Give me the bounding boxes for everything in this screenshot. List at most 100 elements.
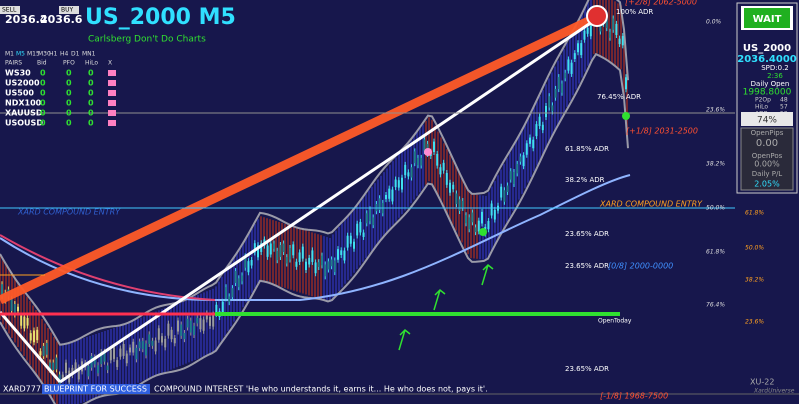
- candle-body: [170, 329, 173, 340]
- candle-body: [404, 164, 407, 176]
- stat-label: P2Op: [755, 97, 771, 104]
- table-cell: 0: [88, 89, 94, 98]
- candle-body: [343, 250, 346, 261]
- fib-label: 0.0%: [706, 19, 722, 26]
- candle-body: [138, 341, 141, 349]
- candle-body: [119, 348, 122, 357]
- percent-box: [741, 112, 793, 126]
- candle-body: [385, 194, 387, 200]
- stat-value: 48: [780, 97, 788, 104]
- candle-body: [500, 186, 503, 198]
- candle-body: [1, 284, 3, 297]
- fib-label: 50.0%: [706, 205, 725, 212]
- candle-body: [580, 43, 583, 56]
- table-header: PAIRS: [5, 60, 22, 67]
- candle-body: [330, 259, 333, 267]
- sell-button[interactable]: [0, 6, 20, 14]
- candle-body: [225, 287, 227, 299]
- candle-body: [209, 317, 211, 326]
- candle-body: [186, 318, 189, 328]
- buy-label: BUY: [61, 7, 74, 14]
- candle-body: [279, 245, 282, 257]
- bid-price: 2036.4: [5, 13, 48, 26]
- slogan: BLUEPRINT FOR SUCCESS: [44, 385, 147, 394]
- symbol: US_2000: [743, 43, 791, 54]
- candle-body: [52, 362, 55, 371]
- adr-label: 23.65% ADR: [565, 262, 609, 270]
- murrey-label: [-1/8] 1968-7500: [600, 392, 668, 401]
- candle-body: [378, 198, 381, 211]
- candle-body: [599, 22, 602, 32]
- candle-body: [282, 243, 285, 253]
- candle-body: [253, 243, 256, 253]
- candle-body: [298, 252, 301, 262]
- candle-body: [228, 296, 231, 303]
- candle-body: [513, 171, 515, 184]
- candle-body: [215, 304, 218, 314]
- candle-body: [135, 347, 138, 360]
- quote: COMPOUND INTEREST 'He who understands it…: [154, 385, 488, 394]
- table-header: Bid: [37, 60, 47, 67]
- candle-body: [612, 18, 615, 30]
- fib-label: 61.8%: [745, 210, 764, 217]
- candle-body: [45, 342, 48, 355]
- trend-orange: [0, 13, 597, 305]
- candle-body: [609, 31, 611, 38]
- fib-label: 50.0%: [745, 245, 764, 252]
- daily-open-label: Daily Open: [751, 80, 790, 88]
- candle-body: [305, 261, 307, 271]
- candle-body: [55, 357, 58, 370]
- table-cell: 0: [40, 109, 46, 118]
- table-cell: 0: [40, 69, 46, 78]
- channel-upper: [0, 0, 629, 346]
- open-pos-label: OpenPos: [752, 152, 783, 160]
- candle-body: [237, 278, 240, 288]
- candle-body: [532, 139, 535, 149]
- timeframe-tab: M15: [27, 51, 40, 58]
- signal-inner: [744, 8, 790, 28]
- candle-body: [145, 343, 147, 356]
- timer: 2:36: [767, 72, 783, 80]
- candle-body: [625, 77, 627, 90]
- candle-body: [10, 299, 13, 311]
- candle-body: [231, 288, 234, 298]
- buy-button[interactable]: [59, 6, 79, 14]
- pair-status: [108, 70, 116, 76]
- adr-label: 61.85% ADR: [565, 145, 609, 153]
- candle-body: [487, 221, 490, 230]
- candle-body: [541, 124, 544, 131]
- brand: XARD777: [3, 385, 41, 394]
- pair-name: NDX100: [5, 99, 42, 108]
- table-cell: 0: [88, 119, 94, 128]
- candle-body: [193, 325, 195, 335]
- pivot-dot: [424, 148, 432, 156]
- candle-body: [285, 257, 288, 264]
- candle-body: [61, 374, 64, 379]
- arrow: [433, 288, 446, 311]
- timeframe-tab: MN1: [82, 51, 96, 58]
- candle-body: [605, 19, 608, 29]
- candle-body: [183, 332, 186, 340]
- candle-body: [132, 341, 135, 353]
- candle-body: [564, 72, 567, 79]
- candle-body: [577, 43, 579, 53]
- arrow: [481, 263, 494, 286]
- open-pips: 0.00: [756, 138, 778, 149]
- candle-body: [241, 275, 243, 282]
- timeframe-tab: M5: [16, 51, 25, 58]
- entry-label: XARD COMPOUND ENTRY: [17, 208, 121, 217]
- slogan-bg: [42, 384, 150, 394]
- candle-body: [503, 190, 506, 202]
- signal: WAIT: [753, 14, 782, 25]
- candle-body: [180, 324, 183, 336]
- pair-status: [108, 110, 116, 116]
- candle-body: [39, 351, 42, 356]
- candle-body: [545, 105, 547, 118]
- candle-body: [308, 257, 311, 265]
- candle-body: [234, 271, 237, 284]
- candle-body: [212, 314, 215, 327]
- stat-value: 57: [780, 104, 788, 111]
- candle-body: [362, 232, 365, 237]
- candle-body: [154, 340, 157, 352]
- candle-body: [372, 217, 375, 226]
